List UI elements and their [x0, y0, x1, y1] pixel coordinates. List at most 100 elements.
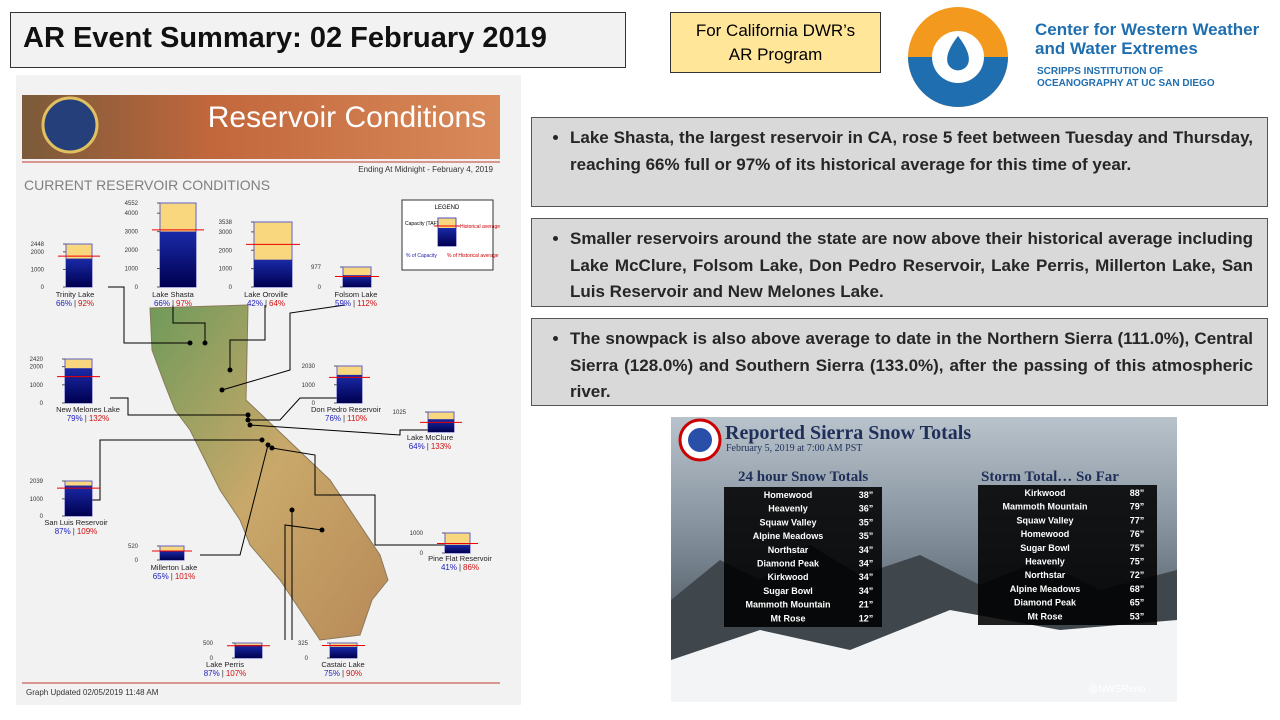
tick-label: 4552: [125, 201, 139, 207]
snow-amount: 35”: [859, 517, 874, 527]
reservoir-stats: 64% | 133%: [409, 442, 452, 451]
snow-amount: 34”: [859, 559, 874, 569]
bullet-box: Lake Shasta, the largest reservoir in CA…: [531, 117, 1268, 207]
pct-average: 107%: [226, 669, 246, 678]
reservoir-stats: 66% | 92%: [56, 299, 94, 308]
separator: |: [73, 527, 75, 536]
snow-amount: 75”: [1130, 557, 1145, 567]
snow-amount: 35”: [859, 531, 874, 541]
resort: Diamond Peak: [757, 559, 820, 569]
snow-amount: 76”: [1130, 529, 1145, 539]
storage-bar: [330, 646, 357, 658]
pct-average: 112%: [357, 299, 377, 308]
bullet-box: The snowpack is also above average to da…: [531, 318, 1268, 406]
resort: Northstar: [1025, 570, 1066, 580]
logo-drop: [947, 36, 969, 71]
tick-label: 2448: [31, 242, 45, 248]
tick-label: 0: [135, 558, 139, 564]
separator: |: [342, 669, 344, 678]
tick-label: 0: [135, 285, 139, 291]
tick-label: 3000: [219, 230, 233, 236]
tick-label: 3000: [125, 230, 139, 236]
reservoir-stats: 87% | 109%: [55, 527, 98, 536]
resort: Kirkwood: [1024, 488, 1065, 498]
tick-label: 0: [229, 285, 233, 291]
snow: [671, 610, 1177, 702]
heading: CURRENT RESERVOIR CONDITIONS: [24, 177, 270, 193]
reservoir-stats: 76% | 110%: [325, 414, 367, 423]
snow-amount: 68”: [1130, 584, 1145, 594]
separator: |: [265, 299, 267, 308]
tick-label: 0: [40, 401, 44, 407]
snow-amount: 53”: [1130, 611, 1145, 621]
bullet-box: Smaller reservoirs around the state are …: [531, 218, 1268, 307]
tick-label: 4000: [125, 211, 139, 217]
pct-capacity: 87%: [204, 669, 220, 678]
reservoir-stats: 42% | 64%: [247, 299, 285, 308]
resort: Sugar Bowl: [1020, 543, 1070, 553]
table-heading: 24 hour Snow Totals: [738, 469, 868, 485]
reservoir-name: Lake Shasta: [152, 290, 195, 299]
snow-amount: 34”: [859, 545, 874, 555]
pct-average: 133%: [431, 442, 451, 451]
tick-label: 2000: [30, 365, 44, 371]
legend-pct-historical: % of Historical average: [447, 253, 499, 259]
reservoir-name: Lake McClure: [407, 433, 453, 442]
resort: Kirkwood: [767, 572, 808, 582]
snow-amount: 12”: [859, 613, 874, 623]
tick-label: 325: [298, 641, 309, 647]
snow-amount: 34”: [859, 586, 874, 596]
snow-amount: 65”: [1130, 598, 1145, 608]
pct-capacity: 79%: [67, 414, 83, 423]
table-bg: [724, 487, 882, 627]
tick-label: 0: [40, 514, 44, 520]
pct-average: 132%: [89, 414, 109, 423]
resort: Homewood: [1021, 529, 1070, 539]
footer: Graph Updated 02/05/2019 11:48 AM: [26, 688, 159, 697]
snow-amount: 36”: [859, 504, 874, 514]
snow-amount: 75”: [1130, 543, 1145, 553]
resort: Heavenly: [768, 504, 808, 514]
california-map: [149, 304, 389, 641]
resort: Northstar: [768, 545, 809, 555]
tick-label: 2030: [302, 364, 316, 370]
storage-bar: [428, 419, 454, 432]
bullet: Lake Shasta, the largest reservoir in CA…: [570, 125, 1253, 178]
tick-label: 1000: [30, 383, 44, 389]
storage-bar: [445, 544, 470, 553]
snow-amount: 38”: [859, 490, 874, 500]
pct-average: 110%: [347, 414, 367, 423]
legend-fill: [438, 228, 456, 246]
legend-title: LEGEND: [435, 205, 460, 211]
seal: [41, 96, 99, 154]
connectors: [92, 286, 445, 640]
tick-label: 2000: [125, 248, 139, 254]
separator: |: [171, 572, 173, 581]
credit: @NWSReno: [1088, 684, 1146, 695]
pct-average: 64%: [269, 299, 285, 308]
tick-label: 0: [305, 656, 309, 662]
logo-subtitle: SCRIPPS INSTITUTION OF OCEANOGRAPHY AT U…: [1037, 66, 1215, 89]
reservoir-name: Don Pedro Reservoir: [311, 405, 382, 414]
separator: |: [172, 299, 174, 308]
pct-average: 101%: [175, 572, 195, 581]
tick-label: 977: [311, 265, 322, 271]
pct-capacity: 76%: [325, 414, 341, 423]
bullet: The snowpack is also above average to da…: [570, 326, 1253, 406]
separator: |: [343, 414, 345, 423]
bullet: Smaller reservoirs around the state are …: [570, 226, 1253, 306]
tick-label: 0: [420, 551, 424, 557]
tick-label: 0: [312, 401, 316, 407]
tick-label: 1000: [30, 497, 44, 503]
reservoir-name: Trinity Lake: [56, 290, 95, 299]
snow-amount: 79”: [1130, 502, 1145, 512]
resort: Diamond Peak: [1014, 598, 1077, 608]
snow-amount: 77”: [1130, 515, 1145, 525]
reservoir-name: San Luis Reservoir: [44, 518, 108, 527]
tick-label: 2000: [31, 250, 45, 256]
storage-bar: [66, 258, 92, 287]
snow-amount: 88”: [1130, 488, 1145, 498]
resort: Mammoth Mountain: [746, 600, 831, 610]
storage-bar: [65, 368, 92, 403]
